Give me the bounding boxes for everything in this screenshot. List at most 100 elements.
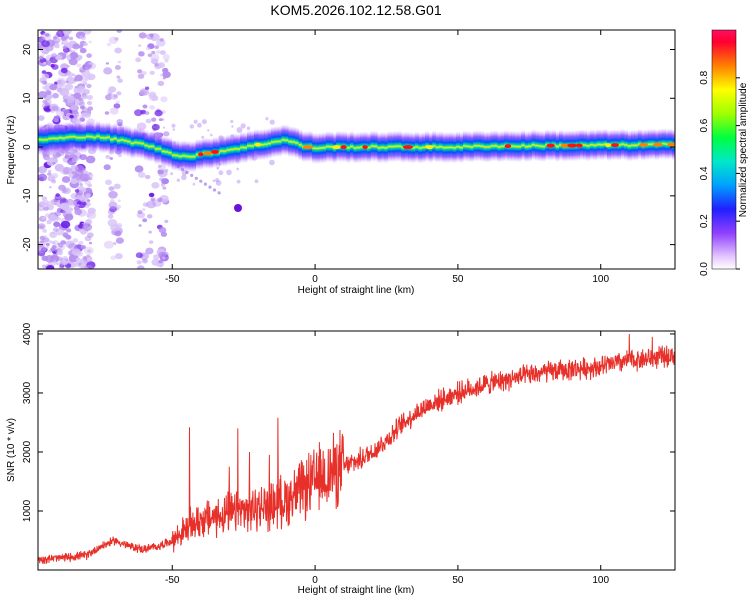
- spectrogram-blob: [136, 260, 142, 265]
- spectrogram-blob: [60, 220, 71, 229]
- spectrogram-blob: [80, 245, 86, 250]
- ridge-segment: [535, 130, 539, 162]
- spectrogram-blob: [269, 159, 275, 166]
- spectrogram-blob: [63, 99, 68, 103]
- ridge-segment: [391, 131, 395, 163]
- spectrogram-blob: [57, 256, 63, 261]
- spectrogram-blob: [134, 165, 144, 173]
- spectrogram-ytick-label: -20: [22, 237, 33, 252]
- ridge-segment: [421, 131, 426, 163]
- ridge-segment: [463, 130, 467, 162]
- ridge-segment: [456, 131, 460, 163]
- spectrogram-blob: [40, 200, 51, 208]
- spectrogram-blob: [201, 119, 207, 125]
- spectrogram-blob: [155, 50, 161, 54]
- spectrogram-blob: [142, 258, 148, 264]
- ridge-segment: [68, 121, 73, 153]
- spectrogram-blob: [62, 30, 72, 35]
- spectrogram-blob: [84, 180, 91, 186]
- spectrogram-blob: [45, 60, 52, 65]
- ridge-segment: [161, 135, 166, 167]
- ridge-segment: [144, 129, 148, 161]
- spectrogram-blob: [68, 36, 74, 41]
- spectrogram-blob: [76, 63, 82, 68]
- spectrogram-blob: [79, 196, 88, 203]
- ridge-segment: [58, 122, 63, 154]
- ridge-segment: [397, 130, 402, 162]
- ridge-segment: [264, 128, 268, 160]
- ridge-segment: [140, 128, 145, 160]
- spectrogram-blob: [45, 245, 50, 249]
- ridge-segment: [490, 130, 495, 162]
- spectrogram-blob: [52, 37, 61, 44]
- spectrogram-blob: [144, 111, 150, 115]
- ridge-segment: [487, 131, 491, 163]
- spectrogram-blob: [51, 105, 59, 112]
- spectrogram-blob: [162, 126, 166, 129]
- spectrogram-blob: [86, 53, 92, 58]
- spectrogram-blob: [117, 60, 122, 64]
- spectrogram-blob: [181, 174, 187, 181]
- spectrogram-xtick-label: 0: [312, 274, 318, 285]
- spectrogram-blob: [108, 36, 118, 44]
- ridge-segment: [596, 128, 601, 161]
- ridge-segment: [661, 128, 666, 160]
- ridge-segment: [432, 130, 436, 162]
- spectrogram-blob: [73, 115, 78, 119]
- ridge-segment: [586, 130, 591, 162]
- colorbar-tick-label: 0.8: [699, 70, 710, 84]
- ridge-hotspot: [575, 143, 583, 148]
- spectrogram-blob: [145, 33, 154, 40]
- spectrogram-blob: [134, 109, 143, 117]
- snr-ytick-label: 1000: [22, 499, 33, 522]
- ridge-segment: [137, 127, 142, 159]
- spectrogram-blob: [74, 169, 84, 177]
- ridge-segment: [583, 129, 587, 161]
- spectrogram-blob: [65, 83, 74, 91]
- spectrogram-blob: [190, 173, 194, 177]
- ridge-segment: [175, 139, 179, 172]
- spectrogram-blob: [194, 176, 198, 180]
- spectrogram-blob: [46, 265, 55, 269]
- spectrogram-blob: [87, 207, 96, 214]
- spectrogram-blob: [160, 231, 168, 237]
- ridge-hotspot: [254, 142, 262, 147]
- spectrogram-outlier: [234, 204, 242, 212]
- ridge-segment: [116, 124, 121, 157]
- ridge-segment: [593, 129, 597, 161]
- ridge-segment: [267, 127, 272, 159]
- spectrogram-blob: [49, 83, 58, 91]
- spectrogram-blob: [88, 173, 94, 178]
- spectrogram-blob: [73, 92, 82, 100]
- spectrogram-blob: [65, 93, 74, 100]
- spectrogram-blob: [63, 211, 73, 219]
- spectrogram-blob: [171, 123, 176, 128]
- spectrogram-blob: [43, 61, 47, 65]
- ridge-hotspot: [605, 143, 611, 148]
- spectrogram-blob: [254, 179, 259, 184]
- ridge-segment: [473, 130, 477, 162]
- spectrogram-blob: [164, 168, 169, 173]
- ridge-segment: [528, 130, 532, 162]
- spectrogram-blob: [62, 167, 72, 175]
- snr-axes: -50 0 50 100 1000 2000 3000 4000: [22, 322, 675, 586]
- spectrogram-blob: [159, 38, 164, 42]
- spectrogram-blob: [149, 105, 155, 110]
- ridge-segment: [230, 133, 234, 166]
- spectrogram-blob: [141, 252, 147, 256]
- spectrogram-ytick-label: 0: [22, 144, 33, 150]
- ridge-hotspot: [639, 142, 648, 147]
- spectrogram-blob: [70, 178, 78, 185]
- spectrogram-blob: [203, 182, 207, 186]
- ridge-hotspot: [611, 143, 619, 148]
- spectrogram-blob: [117, 199, 121, 202]
- spectrogram-blob: [105, 154, 111, 159]
- ridge-segment: [236, 133, 241, 165]
- spectrogram-blob: [158, 251, 167, 259]
- ridge-segment: [55, 122, 59, 155]
- spectrogram-blob: [69, 114, 74, 119]
- spectrogram-blob: [70, 104, 78, 111]
- spectrogram-blob: [86, 95, 93, 100]
- spectrogram-blob: [145, 247, 154, 255]
- spectrogram-blob: [105, 62, 109, 65]
